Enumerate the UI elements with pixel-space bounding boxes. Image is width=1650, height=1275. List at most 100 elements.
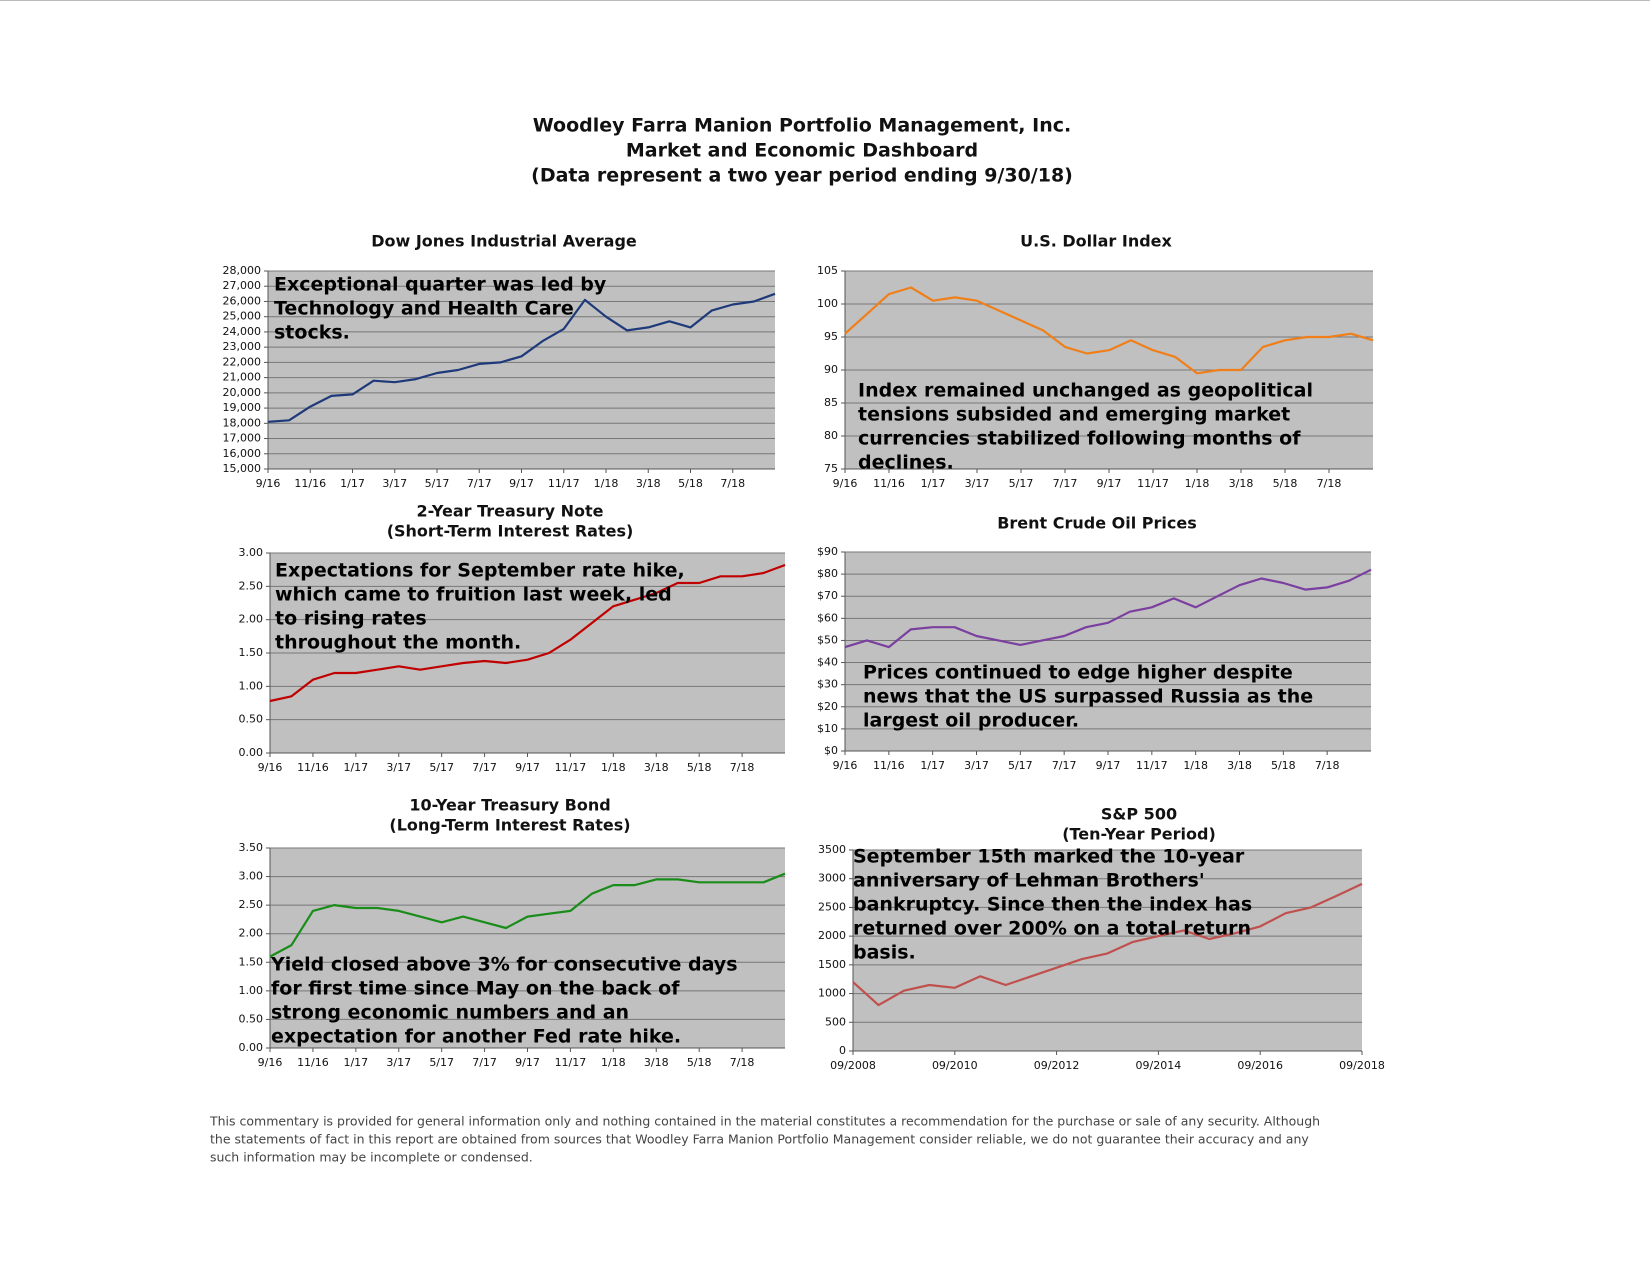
x-tick-label: 1/18: [1185, 477, 1210, 490]
chart-subtitle: (Ten-Year Period): [1062, 825, 1216, 844]
annotation: returned over 200% on a total return: [853, 918, 1251, 940]
x-tick-label: 3/17: [386, 761, 411, 774]
x-tick-label: 5/17: [1008, 759, 1033, 772]
x-tick-label: 1/17: [921, 477, 946, 490]
x-tick-label: 7/17: [1053, 477, 1078, 490]
y-tick-label: $80: [817, 567, 838, 580]
plot-area: [268, 271, 775, 469]
annotation: Technology and Health Care: [274, 298, 574, 320]
x-tick-label: 3/18: [1229, 477, 1254, 490]
y-tick-label: 16,000: [223, 447, 262, 460]
y-tick-label: 1.00: [239, 984, 264, 997]
x-tick-label: 11/17: [555, 761, 587, 774]
x-tick-label: 09/2008: [830, 1059, 876, 1072]
series-line: [269, 563, 786, 703]
x-tick-label: 11/16: [873, 759, 905, 772]
chart-title: Brent Crude Oil Prices: [997, 514, 1197, 533]
y-tick-label: $60: [817, 611, 838, 624]
y-tick-label: 25,000: [223, 310, 262, 323]
x-tick-label: 5/17: [1009, 477, 1034, 490]
annotation: Prices continued to edge higher despite: [863, 662, 1293, 684]
x-tick-label: 9/17: [515, 761, 540, 774]
annotation: bankruptcy. Since then the index has: [853, 894, 1252, 916]
y-tick-label: 1.50: [239, 646, 264, 659]
x-tick-label: 3/18: [644, 761, 669, 774]
y-tick-label: 21,000: [223, 371, 262, 384]
y-tick-label: 100: [817, 297, 838, 310]
y-tick-label: 22,000: [223, 355, 262, 368]
series-line: [844, 568, 1372, 649]
x-tick-label: 7/18: [720, 477, 745, 490]
series-line: [267, 292, 776, 423]
x-tick-label: 09/2016: [1237, 1059, 1283, 1072]
x-tick-label: 7/17: [467, 477, 492, 490]
x-tick-label: 9/16: [833, 477, 858, 490]
header-line: Woodley Farra Manion Portfolio Managemen…: [533, 115, 1071, 137]
y-tick-label: 23,000: [223, 340, 262, 353]
x-tick-label: 1/18: [601, 1056, 626, 1069]
annotation: September 15th marked the 10-year: [853, 846, 1245, 868]
x-tick-label: 11/16: [873, 477, 905, 490]
y-tick-label: 2000: [818, 929, 846, 942]
x-tick-label: 7/17: [472, 761, 497, 774]
x-tick-label: 09/2010: [932, 1059, 978, 1072]
chart-title: Dow Jones Industrial Average: [371, 232, 637, 251]
annotation: stocks.: [274, 322, 350, 344]
y-tick-label: $90: [817, 545, 838, 558]
y-tick-label: 500: [825, 1015, 846, 1028]
chart-title: 10-Year Treasury Bond: [409, 796, 610, 815]
chart-subtitle: (Long-Term Interest Rates): [389, 816, 630, 835]
y-tick-label: 1000: [818, 987, 846, 1000]
x-tick-label: 7/18: [730, 761, 755, 774]
y-tick-label: 3.00: [239, 870, 264, 883]
x-tick-label: 1/18: [1183, 759, 1208, 772]
annotation: largest oil producer.: [863, 710, 1079, 732]
x-tick-label: 3/17: [382, 477, 407, 490]
x-tick-label: 5/17: [429, 761, 454, 774]
chart-subtitle: (Short-Term Interest Rates): [387, 522, 634, 541]
x-tick-label: 3/18: [636, 477, 661, 490]
x-tick-label: 5/17: [429, 1056, 454, 1069]
footer-line: This commentary is provided for general …: [209, 1114, 1320, 1129]
x-tick-label: 09/2018: [1339, 1059, 1385, 1072]
x-tick-label: 9/16: [256, 477, 281, 490]
y-tick-label: 26,000: [223, 294, 262, 307]
annotation: anniversary of Lehman Brothers': [853, 870, 1205, 892]
y-tick-label: $10: [817, 722, 838, 735]
y-tick-label: 17,000: [223, 432, 262, 445]
y-tick-label: 75: [824, 462, 838, 475]
x-tick-label: 11/17: [1136, 759, 1168, 772]
y-tick-label: 0.00: [239, 1041, 264, 1054]
header-line: (Data represent a two year period ending…: [531, 165, 1073, 187]
annotation: Exceptional quarter was led by: [274, 274, 607, 296]
annotation: news that the US surpassed Russia as the: [863, 686, 1313, 708]
x-tick-label: 3/18: [644, 1056, 669, 1069]
x-tick-label: 11/16: [297, 761, 329, 774]
annotation: Yield closed above 3% for consecutive da…: [270, 954, 738, 976]
x-tick-label: 9/17: [1097, 477, 1122, 490]
y-tick-label: 0.00: [239, 746, 264, 759]
x-tick-label: 5/18: [1273, 477, 1298, 490]
footer-line: such information may be incomplete or co…: [210, 1150, 533, 1165]
x-tick-label: 5/18: [687, 761, 712, 774]
x-tick-label: 7/17: [472, 1056, 497, 1069]
x-tick-label: 3/17: [965, 477, 990, 490]
y-tick-label: 3.00: [239, 546, 264, 559]
y-tick-label: 0: [839, 1044, 846, 1057]
y-tick-label: 2.00: [239, 927, 264, 940]
y-tick-label: 105: [817, 264, 838, 277]
annotation: basis.: [853, 942, 916, 964]
y-tick-label: $50: [817, 633, 838, 646]
x-tick-label: 1/17: [340, 477, 365, 490]
x-tick-label: 1/18: [601, 761, 626, 774]
annotation: expectation for another Fed rate hike.: [271, 1026, 681, 1048]
x-tick-label: 3/17: [386, 1056, 411, 1069]
y-tick-label: 2500: [818, 900, 846, 913]
x-tick-label: 9/16: [833, 759, 858, 772]
x-tick-label: 7/17: [1052, 759, 1077, 772]
x-tick-label: 11/17: [1137, 477, 1169, 490]
x-tick-label: 7/18: [730, 1056, 755, 1069]
series-line: [852, 882, 1363, 1007]
series-line: [844, 286, 1374, 375]
